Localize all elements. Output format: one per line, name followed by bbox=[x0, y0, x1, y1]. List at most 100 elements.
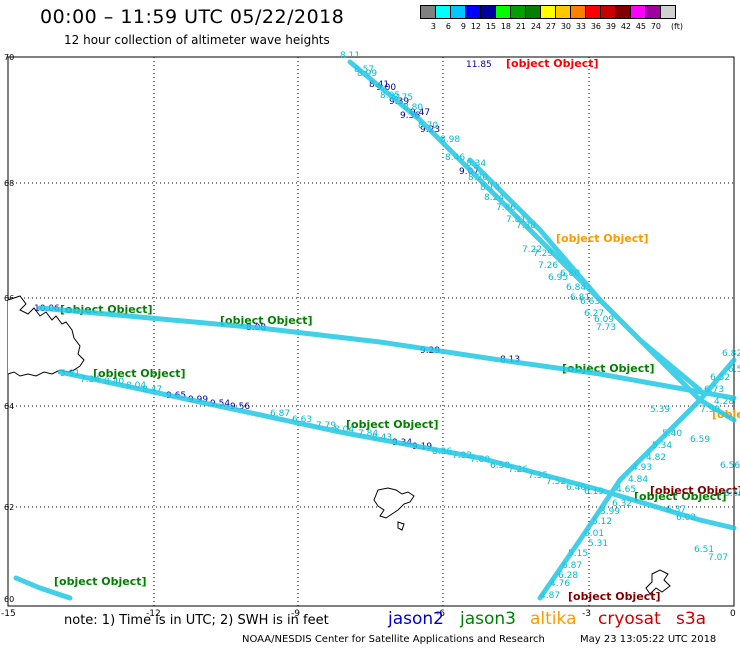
legend-s3a: s3a bbox=[676, 609, 706, 629]
color-scale-bar bbox=[420, 5, 676, 19]
track-southwest bbox=[13, 575, 73, 601]
color-scale-label: 30 bbox=[560, 22, 571, 31]
color-scale-label: 36 bbox=[590, 22, 601, 31]
swh-value: 7.52 bbox=[546, 477, 566, 487]
generation-timestamp: May 23 13:05:22 UTC 2018 bbox=[580, 634, 717, 645]
swh-value: 6.87 bbox=[270, 409, 290, 419]
swh-value: 4.28 bbox=[714, 397, 734, 407]
swh-value: 5.34 bbox=[652, 441, 672, 451]
longitude-axis: -15 -12 -9 -6 -3 0 bbox=[1, 609, 736, 619]
lat-label: 66 bbox=[4, 294, 14, 303]
swh-value: 3.99 bbox=[600, 507, 620, 517]
swh-value: 6.37 bbox=[666, 505, 686, 515]
shetland-islands bbox=[645, 569, 671, 595]
swh-value: 5.12 bbox=[592, 517, 612, 527]
lon-label: -12 bbox=[146, 609, 161, 619]
swh-value: 6.28 bbox=[558, 571, 578, 581]
swh-value: 9.47 bbox=[410, 108, 430, 118]
lon-label: -3 bbox=[582, 609, 591, 619]
lat-label: 68 bbox=[4, 179, 14, 188]
jason2-values: 11.85 8.41 9.00 9.39 9.47 9.56 9.23 9.07… bbox=[34, 60, 520, 452]
swh-value: 9.00 bbox=[376, 83, 396, 93]
swh-value: 6.09 bbox=[594, 315, 614, 325]
coastline bbox=[7, 295, 671, 595]
legend-jason3: jason3 bbox=[460, 609, 516, 629]
orbit-label: [object Object] bbox=[506, 57, 599, 70]
swh-value: 6.87 bbox=[562, 561, 582, 571]
swh-value: 6.95 bbox=[548, 273, 568, 283]
swh-value: 8.98 bbox=[440, 135, 460, 145]
swh-value: 6.19 bbox=[584, 487, 604, 497]
lon-label: -15 bbox=[1, 609, 16, 619]
swh-value: 8.24 bbox=[484, 193, 504, 203]
chart-title: 00:00 – 11:59 UTC 05/22/2018 bbox=[40, 6, 345, 28]
swh-value: 4.87 bbox=[540, 591, 560, 601]
orbit-label: [object Object] bbox=[54, 575, 147, 588]
footnote: note: 1) Time is in UTC; 2) SWH is in fe… bbox=[64, 613, 329, 628]
swh-value: 8.57 bbox=[354, 65, 374, 75]
swh-value: 7.29 bbox=[533, 249, 553, 259]
swh-value: 6.50 bbox=[490, 461, 510, 471]
swh-value: 7.79 bbox=[316, 421, 336, 431]
swh-value: 6.84 bbox=[566, 283, 586, 293]
orbit-label: [object Object] bbox=[93, 367, 186, 380]
color-scale-label: 39 bbox=[605, 22, 616, 31]
lat-label: 64 bbox=[4, 402, 14, 411]
color-scale-label: 15 bbox=[485, 22, 496, 31]
color-scale-label: 27 bbox=[545, 22, 556, 31]
legend-label: jason2 bbox=[388, 609, 444, 629]
swh-value: 6.27 bbox=[584, 309, 604, 319]
swh-value: 6.82 bbox=[722, 349, 740, 359]
legend-altika: altika bbox=[530, 609, 577, 629]
swh-value: 7.73 bbox=[596, 323, 616, 333]
lon-label: -9 bbox=[291, 609, 300, 619]
swh-value: 4.65 bbox=[616, 485, 636, 495]
swh-value: 6.63 bbox=[580, 297, 600, 307]
color-scale-label: 21 bbox=[515, 22, 526, 31]
latitude-axis: 70 68 66 64 62 60 bbox=[4, 53, 14, 604]
chart-subtitle: 12 hour collection of altimeter wave hei… bbox=[64, 33, 330, 47]
orbit-label: [object Object] bbox=[220, 314, 313, 327]
swh-value: 7.99 bbox=[700, 405, 720, 415]
lon-label: -6 bbox=[436, 609, 445, 619]
track-lower bbox=[57, 369, 737, 531]
color-scale-label: 18 bbox=[500, 22, 511, 31]
color-scale-label: (ft) bbox=[670, 22, 683, 31]
swh-value: 6.63 bbox=[292, 415, 312, 425]
legend-label: cryosat bbox=[598, 609, 661, 629]
color-scale-label: 3 bbox=[430, 22, 436, 31]
color-scale-label: 70 bbox=[650, 22, 661, 31]
map-frame bbox=[7, 56, 735, 607]
swh-value: 4.84 bbox=[628, 475, 648, 485]
color-scale-label: 33 bbox=[575, 22, 586, 31]
altimeter-tracks bbox=[13, 59, 737, 601]
swh-value: 6.58 bbox=[728, 365, 740, 375]
swh-value: 6.32 bbox=[612, 499, 632, 509]
color-scale-label: 9 bbox=[460, 22, 466, 31]
swh-value: 5.39 bbox=[650, 405, 670, 415]
swh-value: 7.84 bbox=[358, 429, 378, 439]
lat-label: 62 bbox=[4, 503, 14, 512]
swh-value: 9.56 bbox=[230, 402, 250, 412]
swh-value: 7.81 bbox=[506, 215, 526, 225]
swh-values-cyan: 8.118.578.998.958.758.808.708.988.468.34… bbox=[60, 51, 740, 601]
color-scale-label: 42 bbox=[620, 22, 631, 31]
swh-value: 8.80 bbox=[403, 103, 423, 113]
track-south-north bbox=[537, 357, 737, 601]
swh-value: 6.80 bbox=[560, 269, 580, 279]
color-scale-label: 6 bbox=[445, 22, 451, 31]
swh-value: 9.56 bbox=[400, 111, 420, 121]
swh-value: 8.75 bbox=[393, 93, 413, 103]
swh-value: 5.15 bbox=[568, 549, 588, 559]
orbit-label: [object Object] bbox=[634, 490, 727, 503]
orbit-label: [object Object] bbox=[568, 590, 661, 603]
swh-value: 5.31 bbox=[588, 539, 608, 549]
swh-value: 8.11 bbox=[340, 51, 360, 61]
legend-jason2: jason2 bbox=[388, 609, 444, 629]
legend-label: jason3 bbox=[460, 609, 516, 629]
credit-line: NOAA/NESDIS Center for Satellite Applica… bbox=[242, 634, 545, 645]
lat-label: 70 bbox=[4, 53, 14, 62]
swh-value: 6.56 bbox=[720, 461, 740, 471]
swh-value: 4.93 bbox=[632, 463, 652, 473]
lon-label: 0 bbox=[730, 609, 736, 619]
